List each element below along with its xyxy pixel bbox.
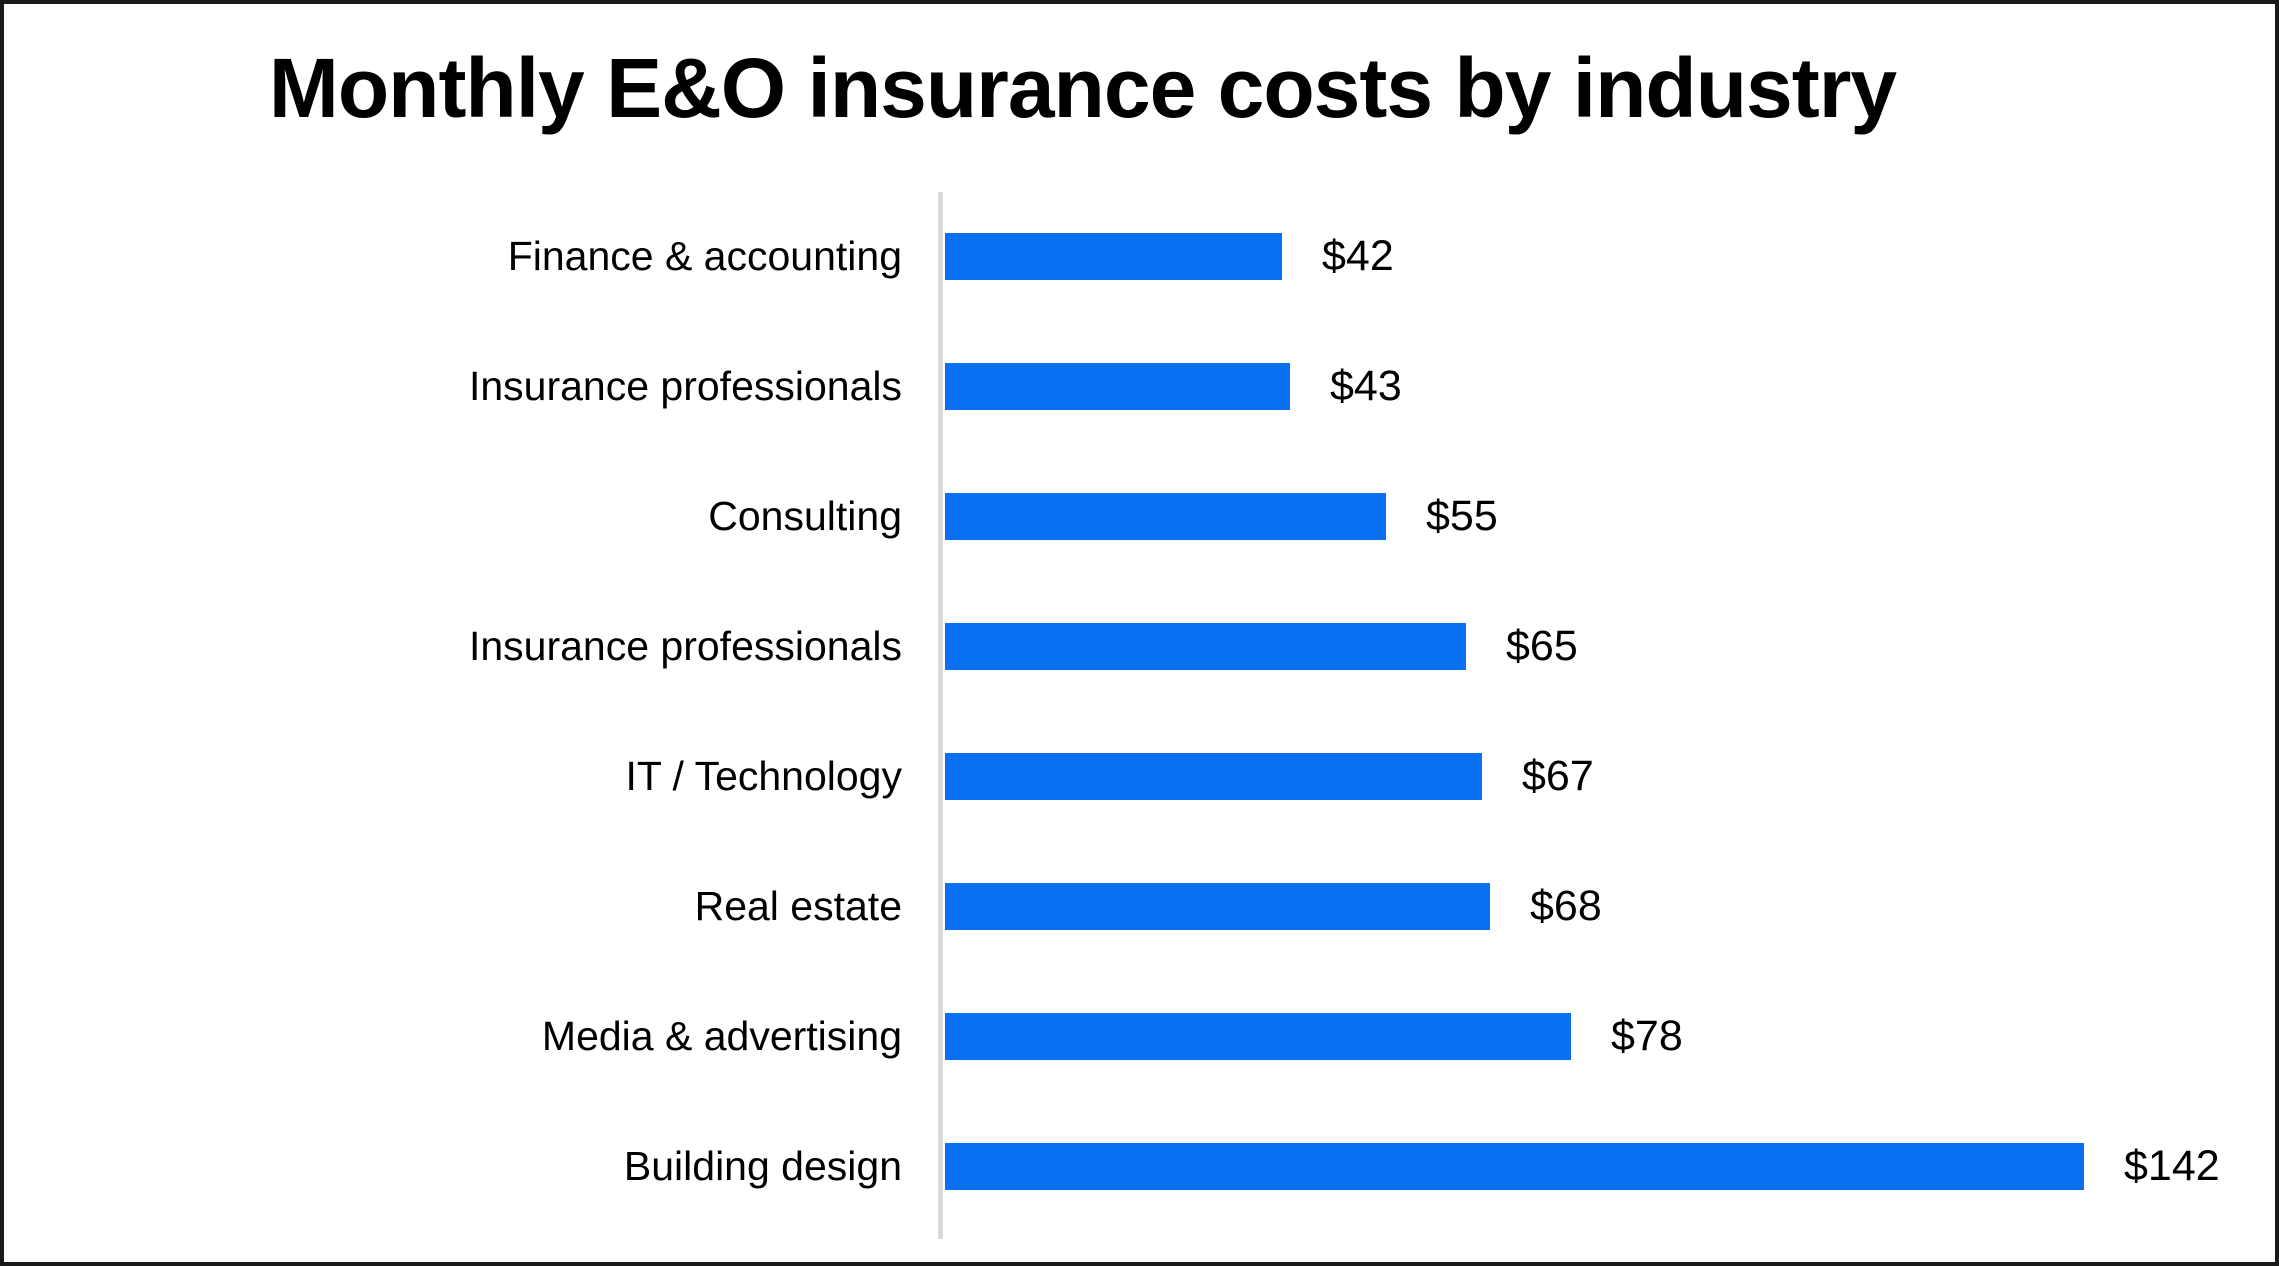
- bar-row: IT / Technology $67: [4, 712, 2275, 842]
- bar-row: Building design $142: [4, 1101, 2275, 1231]
- bar-row: Consulting $55: [4, 452, 2275, 582]
- bar: [945, 363, 1290, 411]
- bar: [945, 493, 1386, 541]
- bar: [945, 752, 1482, 800]
- bar-row: Media & advertising $78: [4, 971, 2275, 1101]
- value-label: $42: [1322, 232, 1394, 281]
- value-label: $65: [1506, 622, 1578, 671]
- bar: [945, 623, 1466, 671]
- bar-row: Real estate $68: [4, 841, 2275, 971]
- value-label: $55: [1426, 492, 1498, 541]
- bar-row: Finance & accounting $42: [4, 192, 2275, 322]
- category-label: Building design: [623, 1142, 902, 1189]
- bar: [945, 1142, 2084, 1190]
- value-label: $142: [2124, 1141, 2220, 1190]
- bar: [945, 882, 1490, 930]
- y-axis-line: [938, 192, 943, 1239]
- category-label: Media & advertising: [541, 1012, 902, 1059]
- bar-row: Insurance professionals $43: [4, 322, 2275, 452]
- bar: [945, 233, 1282, 281]
- bar-row: Insurance professionals $65: [4, 582, 2275, 712]
- value-label: $67: [1522, 751, 1594, 800]
- bar: [945, 1012, 1571, 1060]
- category-label: Real estate: [694, 882, 902, 929]
- category-label: Consulting: [708, 493, 902, 540]
- value-label: $43: [1330, 362, 1402, 411]
- value-label: $78: [1611, 1011, 1683, 1060]
- category-label: Finance & accounting: [507, 233, 902, 280]
- plot-area: Finance & accounting $42 Insurance profess…: [4, 192, 2275, 1231]
- category-label: Insurance professionals: [468, 623, 902, 670]
- value-label: $68: [1530, 881, 1602, 930]
- category-label: IT / Technology: [625, 752, 902, 799]
- category-label: Insurance professionals: [468, 363, 902, 410]
- chart-title: Monthly E&O insurance costs by industry: [268, 41, 1897, 135]
